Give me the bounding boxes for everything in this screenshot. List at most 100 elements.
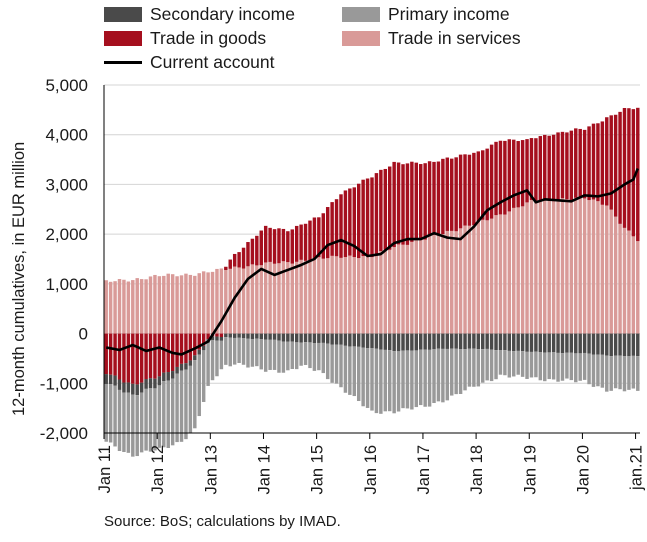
bar-services-16: [175, 276, 179, 334]
bar-goods-36: [263, 225, 268, 263]
legend-item-primary-income: Primary income: [342, 3, 510, 25]
bar-services-12: [157, 276, 162, 334]
bar-primary-61: [374, 348, 379, 414]
bar-goods-118: [627, 108, 631, 231]
bar-secondary-19: [188, 360, 193, 366]
bar-services-89: [498, 214, 503, 334]
bar-primary-101: [551, 352, 556, 380]
bar-secondary-92: [512, 333, 516, 352]
bar-goods-61: [374, 173, 379, 256]
bar-goods-82: [467, 154, 472, 226]
bar-secondary-110: [591, 333, 596, 355]
bar-secondary-56: [352, 333, 357, 347]
bar-services-42: [290, 263, 294, 334]
bar-secondary-75: [436, 333, 441, 349]
y-tick-label-3: 1,000: [45, 275, 88, 294]
bar-goods-9: [144, 333, 148, 380]
x-tick-label-2: Jan 13: [202, 445, 220, 495]
bar-secondary-106: [574, 333, 578, 354]
bar-primary-36: [263, 339, 268, 372]
bar-goods-54: [343, 190, 348, 258]
bar-goods-81: [463, 154, 467, 226]
bar-goods-119: [631, 109, 636, 237]
bar-primary-51: [330, 344, 334, 383]
bar-secondary-109: [587, 333, 591, 354]
bar-services-43: [294, 261, 299, 334]
bar-primary-38: [272, 339, 277, 370]
legend-item-secondary-income: Secondary income: [104, 3, 295, 25]
bar-services-51: [330, 255, 334, 334]
bar-primary-42: [290, 341, 294, 370]
bar-goods-66: [396, 162, 401, 245]
bar-secondary-50: [325, 333, 330, 344]
bar-secondary-68: [405, 333, 410, 351]
bar-services-111: [596, 201, 600, 334]
bar-goods-17: [179, 333, 184, 364]
bar-secondary-84: [476, 333, 481, 350]
legend-swatch-trade-in-services: [342, 30, 380, 46]
bar-primary-14: [166, 380, 170, 448]
bar-services-22: [201, 271, 206, 334]
bar-goods-50: [325, 207, 330, 259]
bar-services-41: [286, 262, 290, 334]
bar-primary-115: [613, 355, 618, 389]
bar-goods-43: [294, 225, 299, 262]
bar-primary-106: [574, 353, 578, 383]
legend-line-current-account: [104, 60, 142, 64]
bar-secondary-24: [210, 336, 215, 340]
bar-goods-53: [339, 194, 343, 258]
bar-secondary-36: [263, 333, 268, 340]
bar-services-64: [387, 249, 392, 334]
bar-goods-2: [113, 333, 117, 376]
bar-goods-108: [582, 129, 587, 199]
bar-services-80: [458, 228, 463, 334]
bar-services-75: [436, 235, 441, 334]
bar-primary-90: [503, 350, 507, 376]
legend-swatch-primary-income: [342, 6, 380, 22]
bar-secondary-115: [613, 333, 618, 356]
bar-goods-110: [591, 123, 596, 200]
bar-goods-115: [613, 114, 618, 217]
bar-primary-88: [494, 350, 498, 380]
bar-services-36: [263, 262, 268, 334]
y-tick-labels: -2,000 -1,000 0 1,000 2,000 3,000 4,000 5,000: [40, 76, 88, 443]
bar-primary-94: [520, 351, 525, 377]
bar-services-4: [122, 279, 126, 334]
bar-primary-76: [441, 348, 445, 403]
bar-primary-112: [600, 354, 605, 388]
bar-goods-48: [317, 217, 321, 258]
bar-goods-80: [458, 154, 463, 229]
bar-secondary-14: [166, 372, 170, 381]
bar-goods-21: [197, 333, 201, 350]
bar-services-56: [352, 257, 357, 334]
bar-goods-47: [312, 217, 317, 259]
bar-primary-21: [197, 354, 201, 417]
legend-label-secondary-income: Secondary income: [150, 4, 295, 24]
bar-primary-10: [148, 388, 153, 452]
bar-secondary-4: [122, 382, 126, 393]
bar-services-26: [219, 268, 224, 334]
legend: Secondary income Primary income Trade in…: [104, 2, 544, 72]
bar-services-61: [374, 255, 379, 334]
bar-secondary-13: [162, 372, 166, 382]
bar-goods-87: [489, 144, 494, 219]
bar-secondary-18: [184, 363, 188, 370]
legend-label-current-account: Current account: [150, 52, 275, 72]
bar-secondary-100: [547, 333, 551, 353]
bar-goods-116: [618, 111, 622, 224]
bar-goods-65: [392, 161, 396, 248]
bar-goods-55: [348, 188, 352, 256]
bar-primary-99: [543, 352, 547, 382]
bar-secondary-111: [596, 333, 600, 355]
bar-services-105: [569, 200, 574, 334]
bar-primary-54: [343, 345, 348, 393]
bar-secondary-51: [330, 333, 334, 345]
bar-secondary-30: [237, 333, 241, 338]
bar-services-112: [600, 204, 605, 334]
bar-services-45: [303, 260, 308, 334]
bar-services-14: [166, 273, 170, 334]
bar-secondary-113: [605, 333, 609, 356]
bar-secondary-116: [618, 333, 622, 356]
bar-secondary-69: [410, 333, 414, 351]
